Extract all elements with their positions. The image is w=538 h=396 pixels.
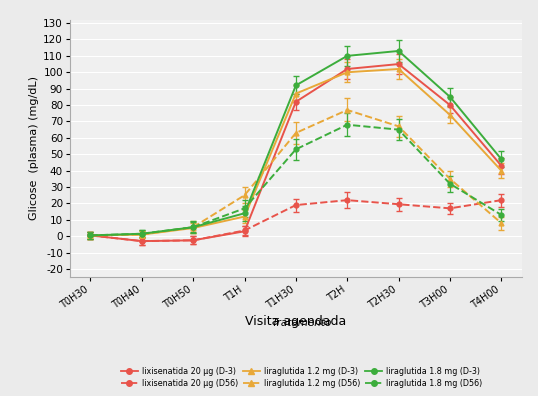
Y-axis label: Glicose  (plasma) (mg/dL): Glicose (plasma) (mg/dL) — [29, 76, 39, 221]
Legend: lixisenatida 20 µg (D-3), lixisenatida 20 µg (D56), liraglutida 1.2 mg (D-3), li: lixisenatida 20 µg (D-3), lixisenatida 2… — [121, 367, 482, 388]
X-axis label: Visita agendada: Visita agendada — [245, 315, 346, 328]
Text: Tratamento: Tratamento — [271, 318, 331, 328]
